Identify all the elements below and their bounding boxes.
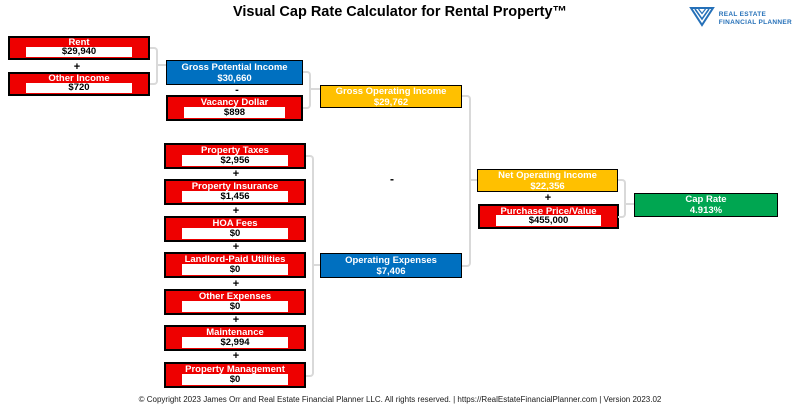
rent-label: Rent: [68, 37, 90, 48]
property-management-value-field[interactable]: $0: [182, 374, 288, 385]
plus-operator: +: [232, 350, 240, 362]
landlord-paid-utilities-value-field[interactable]: $0: [182, 264, 288, 275]
page-title: Visual Cap Rate Calculator for Rental Pr…: [232, 4, 568, 20]
operating-expenses-label: Operating Expenses: [345, 254, 437, 266]
gross-potential-income-value: $30,660: [217, 72, 252, 84]
purchase-price-value-field[interactable]: $455,000: [496, 215, 601, 226]
vacancy-dollar-box: Vacancy Dollar $898: [166, 95, 303, 121]
plus-operator: +: [232, 168, 240, 180]
property-insurance-value-field[interactable]: $1,456: [182, 191, 288, 202]
vacancy-dollar-label: Vacancy Dollar: [200, 97, 269, 108]
hoa-fees-value-field[interactable]: $0: [182, 228, 288, 239]
cap-rate-value: 4.913%: [689, 205, 723, 216]
landlord-paid-utilities-box: Landlord-Paid Utilities $0: [164, 252, 306, 278]
connector-noi-price-bracket: [618, 179, 626, 218]
property-taxes-label: Property Taxes: [201, 145, 269, 156]
connector-expenses-stub: [312, 264, 320, 266]
maintenance-value-field[interactable]: $2,994: [182, 337, 288, 348]
brand-name: REAL ESTATE FINANCIAL PLANNER: [719, 11, 792, 27]
purchase-price-label: Purchase Price/Value: [500, 206, 597, 217]
property-taxes-value-field[interactable]: $2,956: [182, 155, 288, 166]
rent-value-field[interactable]: $29,940: [26, 47, 132, 57]
gross-potential-income-label: Gross Potential Income: [181, 61, 288, 73]
plus-operator: +: [232, 278, 240, 290]
connector-income-stub: [156, 64, 166, 66]
other-expenses-value-field[interactable]: $0: [182, 301, 288, 312]
other-expenses-box: Other Expenses $0: [164, 289, 306, 315]
refp-triangle-logo-icon: [688, 6, 715, 32]
property-management-box: Property Management $0: [164, 362, 306, 388]
other-income-value-field[interactable]: $720: [26, 83, 132, 93]
landlord-paid-utilities-label: Landlord-Paid Utilities: [184, 254, 286, 265]
plus-operator: +: [232, 205, 240, 217]
connector-goi-oe-stub: [469, 179, 477, 181]
gross-operating-income-label: Gross Operating Income: [335, 85, 447, 97]
minus-operator: -: [390, 172, 394, 186]
maintenance-box: Maintenance $2,994: [164, 325, 306, 351]
maintenance-label: Maintenance: [206, 327, 264, 338]
connector-gpi-vacancy-stub: [309, 88, 320, 90]
property-insurance-box: Property Insurance $1,456: [164, 179, 306, 205]
property-insurance-label: Property Insurance: [191, 181, 279, 192]
cap-rate-label: Cap Rate: [685, 194, 727, 205]
property-taxes-box: Property Taxes $2,956: [164, 143, 306, 169]
operating-expenses-value: $7,406: [376, 265, 406, 277]
brand-line-2: FINANCIAL PLANNER: [718, 19, 792, 26]
plus-operator: +: [232, 241, 240, 253]
gross-operating-income-box: Gross Operating Income $29,762: [320, 85, 462, 108]
rent-box: Rent $29,940: [8, 36, 150, 60]
copyright-footer: © Copyright 2023 James Orr and Real Esta…: [138, 395, 662, 404]
brand-line-1: REAL ESTATE: [718, 10, 767, 18]
net-operating-income-label: Net Operating Income: [498, 169, 597, 181]
plus-operator: +: [544, 192, 552, 204]
vacancy-dollar-value-field[interactable]: $898: [184, 107, 285, 118]
brand-logo: REAL ESTATE FINANCIAL PLANNER: [688, 6, 792, 32]
other-income-label: Other Income: [48, 73, 110, 84]
net-operating-income-value: $22,356: [530, 180, 565, 192]
gross-potential-income-box: Gross Potential Income $30,660: [166, 60, 303, 85]
connector-expenses-bracket: [306, 155, 314, 377]
hoa-fees-label: HOA Fees: [212, 218, 258, 229]
net-operating-income-box: Net Operating Income $22,356: [477, 169, 618, 192]
minus-operator: -: [235, 84, 239, 96]
purchase-price-box: Purchase Price/Value $455,000: [478, 204, 619, 229]
cap-rate-box: Cap Rate 4.913%: [634, 193, 778, 217]
gross-operating-income-value: $29,762: [373, 96, 409, 108]
connector-goi-oe-bracket: [462, 95, 471, 267]
plus-operator: +: [232, 314, 240, 326]
operating-expenses-box: Operating Expenses $7,406: [320, 253, 462, 278]
connector-gpi-vacancy-bracket: [303, 71, 311, 109]
hoa-fees-box: HOA Fees $0: [164, 216, 306, 242]
connector-noi-price-stub: [624, 203, 634, 205]
plus-operator: +: [73, 61, 81, 73]
other-expenses-label: Other Expenses: [198, 291, 272, 302]
other-income-box: Other Income $720: [8, 72, 150, 96]
connector-income-bracket: [150, 47, 158, 85]
property-management-label: Property Management: [185, 364, 285, 375]
